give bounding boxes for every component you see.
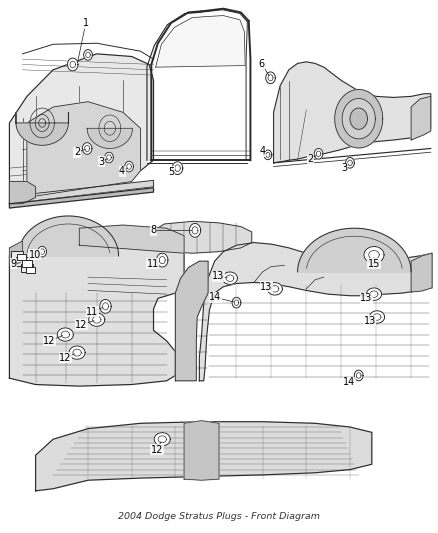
Polygon shape — [100, 300, 111, 313]
Polygon shape — [267, 282, 283, 295]
Text: 13: 13 — [260, 282, 272, 292]
FancyBboxPatch shape — [17, 254, 26, 260]
Polygon shape — [314, 149, 323, 159]
Polygon shape — [354, 370, 363, 381]
Polygon shape — [10, 180, 153, 204]
Text: 13: 13 — [212, 271, 224, 281]
Polygon shape — [125, 161, 134, 172]
Text: 14: 14 — [209, 292, 222, 302]
Polygon shape — [87, 128, 133, 149]
Polygon shape — [370, 311, 385, 323]
Text: 2: 2 — [307, 154, 314, 164]
FancyBboxPatch shape — [16, 257, 28, 266]
Text: 11: 11 — [146, 259, 159, 269]
Polygon shape — [35, 422, 372, 491]
Polygon shape — [266, 72, 276, 84]
Polygon shape — [274, 62, 431, 163]
Polygon shape — [232, 297, 241, 308]
Text: 3: 3 — [98, 157, 104, 167]
Polygon shape — [105, 152, 113, 163]
Polygon shape — [264, 150, 272, 160]
Text: 8: 8 — [150, 225, 156, 236]
Text: 9: 9 — [11, 259, 17, 269]
Polygon shape — [184, 421, 219, 480]
Text: 3: 3 — [342, 163, 348, 173]
Text: 13: 13 — [360, 293, 373, 303]
Polygon shape — [350, 108, 367, 130]
Polygon shape — [10, 233, 184, 386]
FancyBboxPatch shape — [11, 251, 23, 260]
Polygon shape — [79, 225, 184, 253]
Polygon shape — [342, 99, 375, 139]
Text: 12: 12 — [75, 320, 88, 330]
Text: 6: 6 — [259, 60, 265, 69]
Text: 12: 12 — [59, 353, 71, 363]
Text: 2004 Dodge Stratus Plugs - Front Diagram: 2004 Dodge Stratus Plugs - Front Diagram — [118, 512, 320, 521]
Polygon shape — [364, 247, 384, 263]
Polygon shape — [84, 50, 92, 60]
Polygon shape — [367, 288, 381, 301]
FancyBboxPatch shape — [22, 260, 32, 266]
Polygon shape — [189, 223, 201, 237]
Polygon shape — [199, 243, 432, 381]
Text: 4: 4 — [119, 166, 125, 176]
Text: 11: 11 — [86, 306, 99, 317]
Polygon shape — [155, 15, 245, 67]
Text: 15: 15 — [368, 259, 380, 269]
Polygon shape — [155, 221, 252, 253]
Polygon shape — [38, 246, 46, 257]
Polygon shape — [57, 328, 73, 341]
Text: 1: 1 — [83, 18, 89, 28]
Text: 5: 5 — [168, 167, 174, 177]
Text: 2: 2 — [74, 147, 80, 157]
Polygon shape — [175, 261, 208, 381]
Polygon shape — [172, 162, 183, 174]
Text: 12: 12 — [43, 336, 56, 346]
Polygon shape — [10, 54, 153, 203]
Polygon shape — [223, 272, 237, 285]
Polygon shape — [27, 102, 141, 197]
Polygon shape — [411, 253, 432, 292]
Polygon shape — [10, 181, 35, 204]
Polygon shape — [89, 313, 105, 326]
Polygon shape — [82, 143, 92, 155]
Text: 13: 13 — [364, 316, 376, 326]
FancyBboxPatch shape — [21, 264, 33, 272]
Polygon shape — [67, 58, 78, 71]
Polygon shape — [297, 228, 411, 272]
Text: 4: 4 — [260, 146, 266, 156]
Polygon shape — [16, 112, 68, 146]
Polygon shape — [335, 90, 383, 148]
Polygon shape — [18, 216, 119, 256]
Polygon shape — [411, 96, 431, 140]
Text: 14: 14 — [343, 377, 355, 387]
Text: 10: 10 — [28, 250, 41, 260]
Polygon shape — [69, 346, 85, 359]
Polygon shape — [10, 241, 22, 266]
Polygon shape — [10, 188, 153, 208]
Text: 12: 12 — [151, 445, 163, 455]
Polygon shape — [346, 158, 354, 168]
Polygon shape — [154, 433, 170, 446]
Polygon shape — [156, 253, 168, 267]
FancyBboxPatch shape — [25, 266, 35, 273]
